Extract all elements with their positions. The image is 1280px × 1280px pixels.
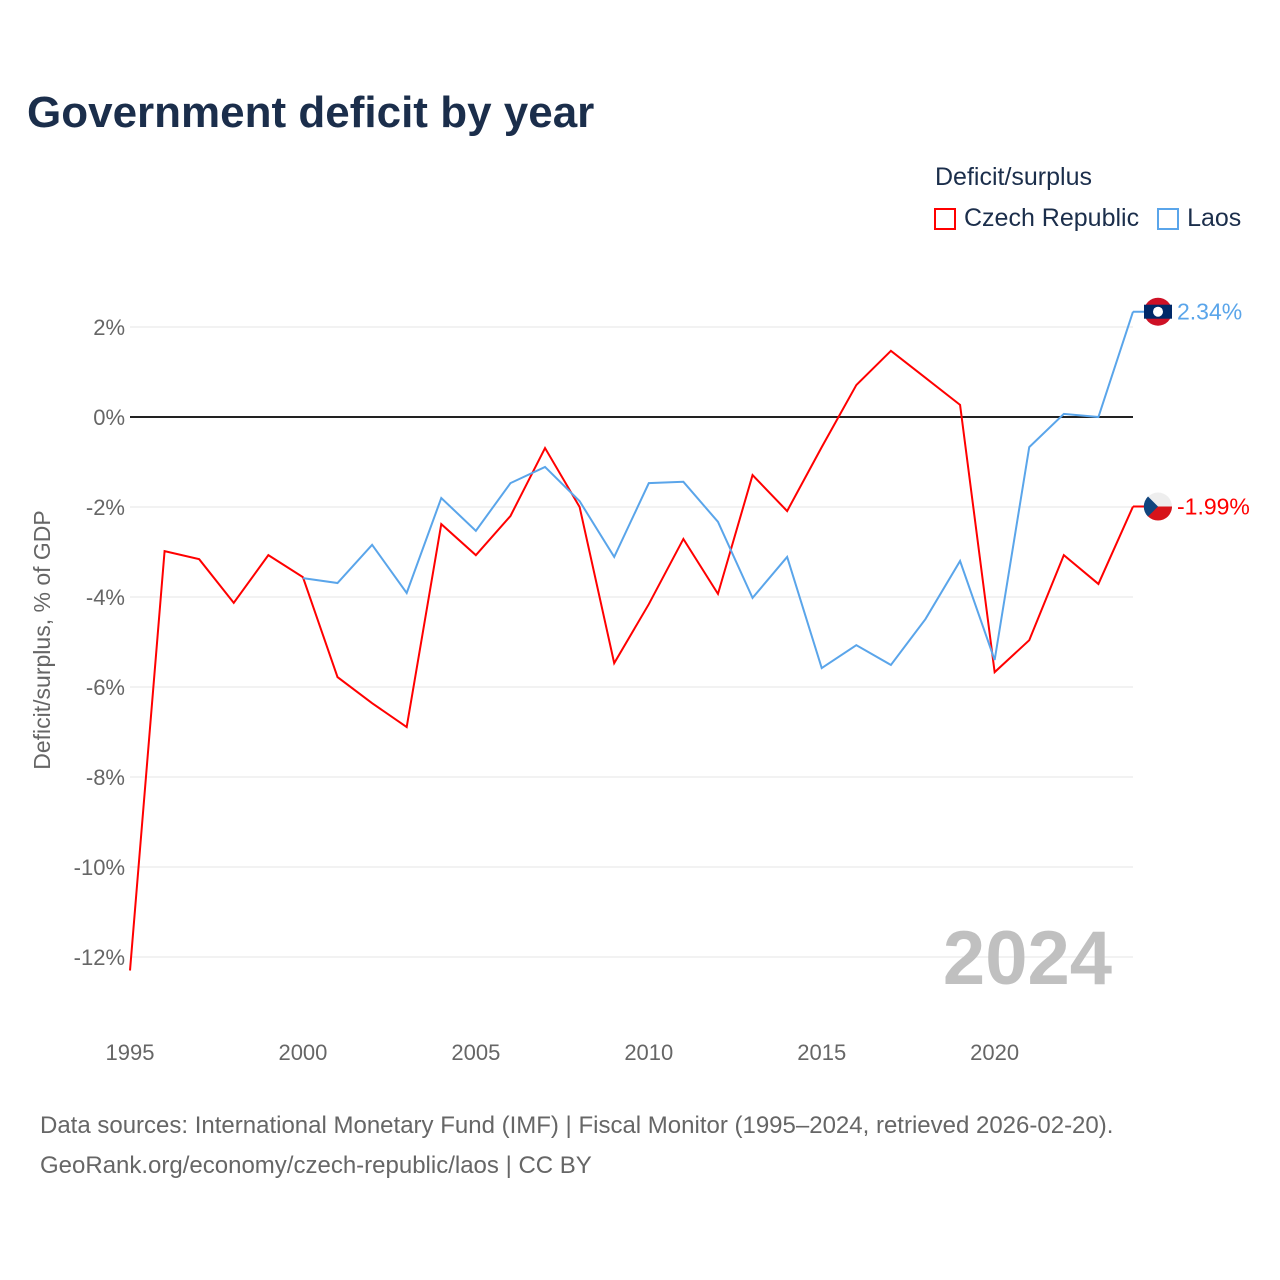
legend-title: Deficit/surplus — [935, 163, 1092, 191]
czech-flag-blue — [1143, 496, 1158, 517]
legend-swatch-laos — [1157, 207, 1180, 230]
x-tick-label: 1995 — [106, 1040, 155, 1065]
legend-label-laos[interactable]: Laos — [1187, 204, 1242, 232]
chart-title: Government deficit by year — [27, 88, 595, 137]
series-line-czech — [129, 349, 1134, 971]
y-tick-label: -2% — [86, 495, 125, 520]
legend-label-czech[interactable]: Czech Republic — [964, 204, 1140, 232]
x-tick-label: 2015 — [797, 1040, 846, 1065]
y-tick-label: 2% — [93, 315, 125, 340]
series-line-laos — [302, 311, 1134, 670]
laos-flag-disc — [1153, 306, 1163, 317]
legend: Czech Republic Laos — [934, 204, 1241, 233]
y-tick-label: -10% — [74, 855, 125, 880]
source-note: Data sources: International Monetary Fun… — [40, 1106, 1113, 1186]
end-value-label: 2.34% — [1177, 299, 1242, 325]
source-line-2[interactable]: GeoRank.org/economy/czech-republic/laos … — [40, 1152, 592, 1179]
y-axis-label: Deficit/surplus, % of GDP — [29, 510, 55, 769]
end-value-label: -1.99% — [1177, 494, 1250, 520]
legend-swatch-czech — [934, 207, 956, 230]
source-line-1: Data sources: International Monetary Fun… — [40, 1112, 1114, 1139]
y-tick-label: -4% — [86, 585, 125, 610]
y-tick-label: -8% — [86, 765, 125, 790]
x-tick-label: 2010 — [624, 1040, 673, 1065]
x-tick-label: 2020 — [970, 1040, 1019, 1065]
y-tick-label: -12% — [74, 945, 125, 970]
y-tick-label: -6% — [86, 675, 125, 700]
x-tick-label: 2000 — [278, 1040, 327, 1065]
x-tick-label: 2005 — [451, 1040, 500, 1065]
year-watermark: 2024 — [943, 916, 1112, 1001]
y-tick-label: 0% — [93, 405, 125, 430]
